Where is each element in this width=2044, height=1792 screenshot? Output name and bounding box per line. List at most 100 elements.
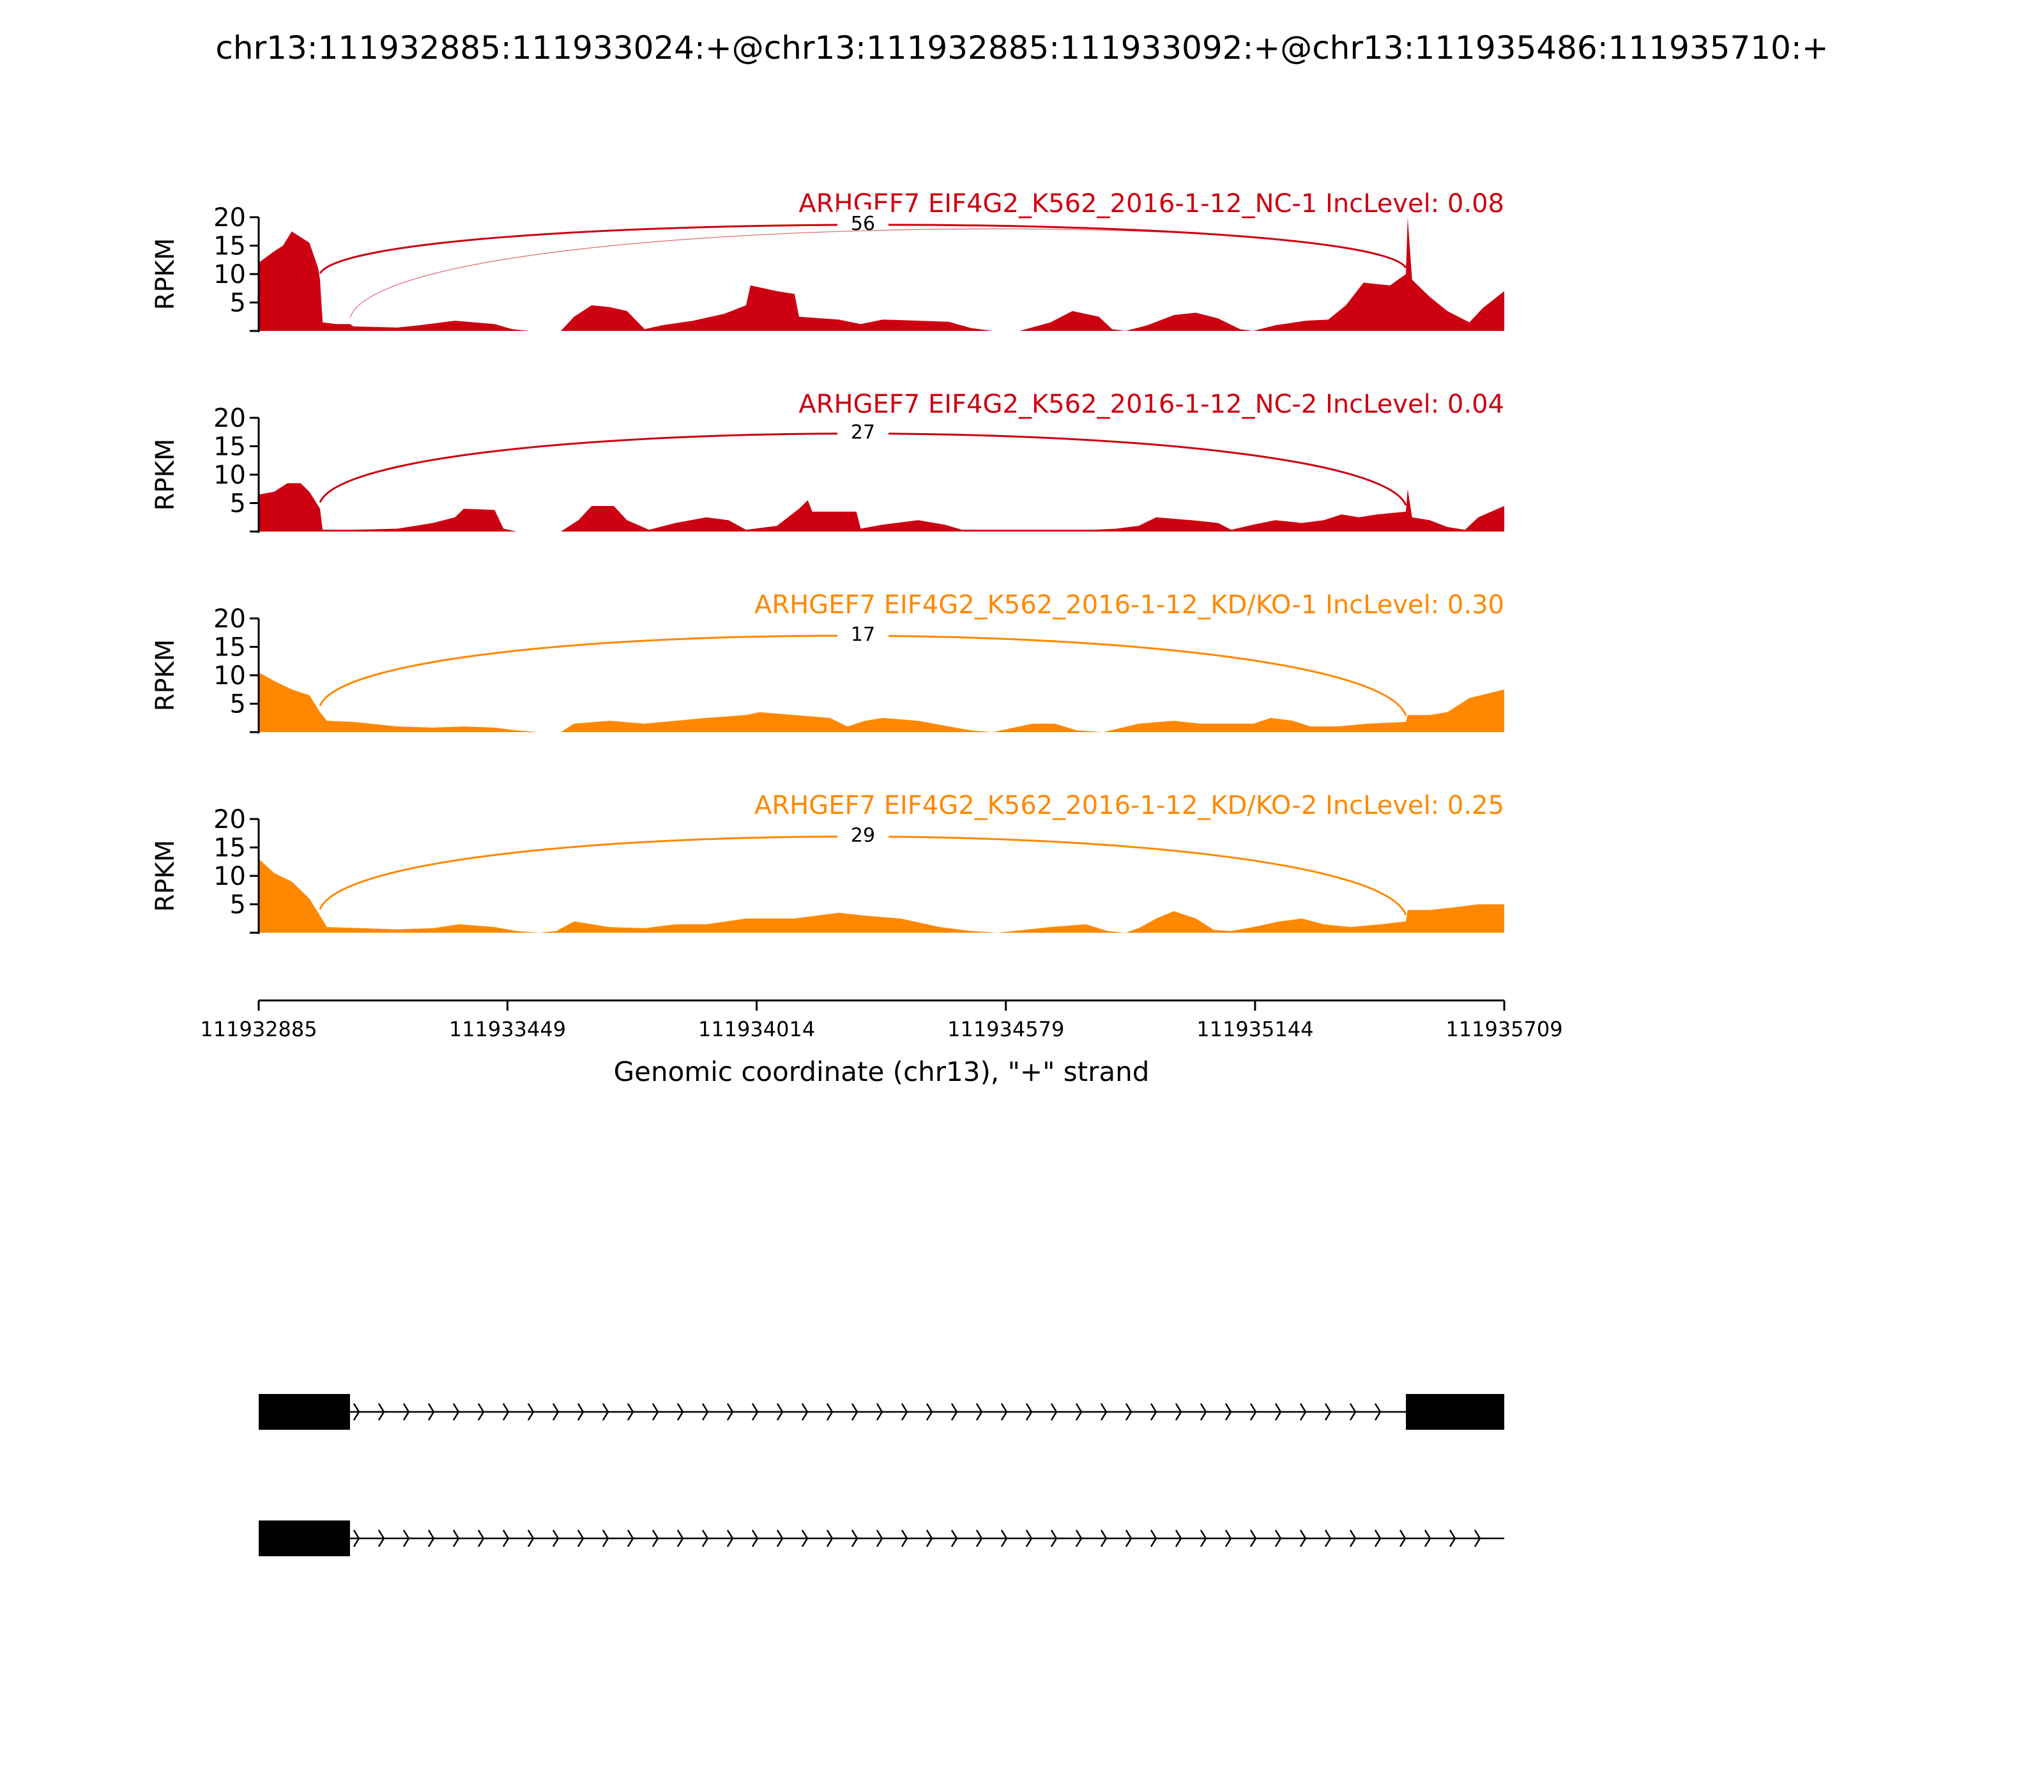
strand-arrow [1125,1403,1133,1421]
strand-arrow [1449,1529,1456,1547]
y-tick-label: 10 [213,260,246,289]
strand-arrow [652,1529,659,1547]
y-tick-label: 20 [213,404,246,433]
strand-arrow [676,1529,684,1547]
strand-arrow [801,1529,809,1547]
y-axis-label: RPKM [151,439,180,511]
exon-block [259,1520,350,1556]
x-axis-label: Genomic coordinate (chr13), "+" strand [614,1056,1150,1087]
strand-arrow [851,1529,858,1547]
strand-arrow [1200,1403,1207,1421]
strand-arrow [1349,1403,1357,1421]
y-tick-label: 20 [213,604,246,634]
junction-arc [319,835,1407,915]
y-tick-label: 5 [230,690,246,719]
strand-arrow [577,1403,584,1421]
strand-arrow [1324,1529,1332,1547]
strand-arrow [1224,1403,1232,1421]
coverage-area [259,672,1504,732]
x-tick-label: 111933449 [449,1017,566,1041]
junction-arc [349,228,1407,318]
strand-arrow [851,1403,858,1421]
junction-count-bg [837,418,889,444]
strand-arrow [627,1403,634,1421]
coverage-area [259,859,1504,933]
strand-arrow [552,1403,560,1421]
strand-arrow [776,1529,784,1547]
strand-arrow [1399,1529,1407,1547]
strand-arrow [950,1529,958,1547]
strand-arrow [751,1529,759,1547]
y-tick-label: 20 [213,805,246,834]
strand-arrow [1000,1403,1008,1421]
y-tick-label: 10 [213,461,246,490]
x-tick-label: 111934579 [947,1017,1064,1041]
strand-arrow [926,1529,933,1547]
strand-arrow [502,1403,510,1421]
y-tick-label: 10 [213,862,246,891]
figure-title: chr13:111932885:111933024:+@chr13:111932… [215,29,1828,66]
x-tick-label: 111935144 [1196,1017,1313,1041]
junction-count: 27 [851,422,875,444]
coverage-area [259,483,1504,532]
y-tick-label: 20 [213,203,246,233]
strand-arrow [1125,1529,1133,1547]
strand-arrow [1249,1529,1257,1547]
y-tick-label: 15 [213,232,246,261]
strand-arrow [950,1403,958,1421]
strand-arrow [527,1403,535,1421]
strand-arrow [701,1529,709,1547]
strand-arrow [726,1529,734,1547]
gene-model-1 [259,1394,1504,1430]
strand-arrow [1025,1403,1033,1421]
strand-arrow [1224,1529,1232,1547]
y-tick-label: 5 [230,489,246,519]
y-tick-label: 15 [213,433,246,462]
strand-arrow [627,1529,634,1547]
strand-arrow [378,1529,385,1547]
strand-arrow [901,1529,908,1547]
x-axis: 111932885 111933449 111934014 111934579 1119… [200,999,1563,1041]
exon-block [259,1394,350,1430]
strand-arrow [452,1529,460,1547]
strand-arrow [1050,1529,1058,1547]
y-axis-label: RPKM [151,238,180,310]
strand-arrow [926,1403,933,1421]
strand-arrow [353,1403,360,1421]
x-tick-label: 111935709 [1445,1017,1562,1041]
strand-arrow [378,1403,385,1421]
strand-arrow [602,1403,609,1421]
strand-arrow [876,1529,883,1547]
y-tick-label: 15 [213,834,246,863]
strand-arrow [1274,1529,1282,1547]
junction-count-bg [837,620,889,647]
strand-arrow [577,1529,584,1547]
strand-arrow [1100,1403,1108,1421]
strand-arrow [427,1403,435,1421]
coverage-area [259,217,1504,331]
strand-arrow [1175,1403,1182,1421]
strand-arrow [1000,1529,1008,1547]
junction-count: 56 [851,213,875,235]
strand-arrow [1200,1529,1207,1547]
strand-arrow [1274,1403,1282,1421]
strand-arrow [427,1529,435,1547]
y-axis-label: RPKM [151,639,180,712]
strand-arrow [826,1529,834,1547]
strand-arrow [652,1403,659,1421]
strand-arrow [477,1403,485,1421]
strand-arrow [701,1403,709,1421]
strand-arrow [502,1529,510,1547]
gene-models [259,1394,1504,1556]
gene-model-2 [259,1520,1504,1556]
strand-arrow [1249,1403,1257,1421]
strand-arrow [1150,1403,1157,1421]
strand-arrow [1050,1403,1058,1421]
y-axis-label: RPKM [151,840,180,912]
junction-arc [319,433,1407,506]
strand-arrow [975,1403,983,1421]
